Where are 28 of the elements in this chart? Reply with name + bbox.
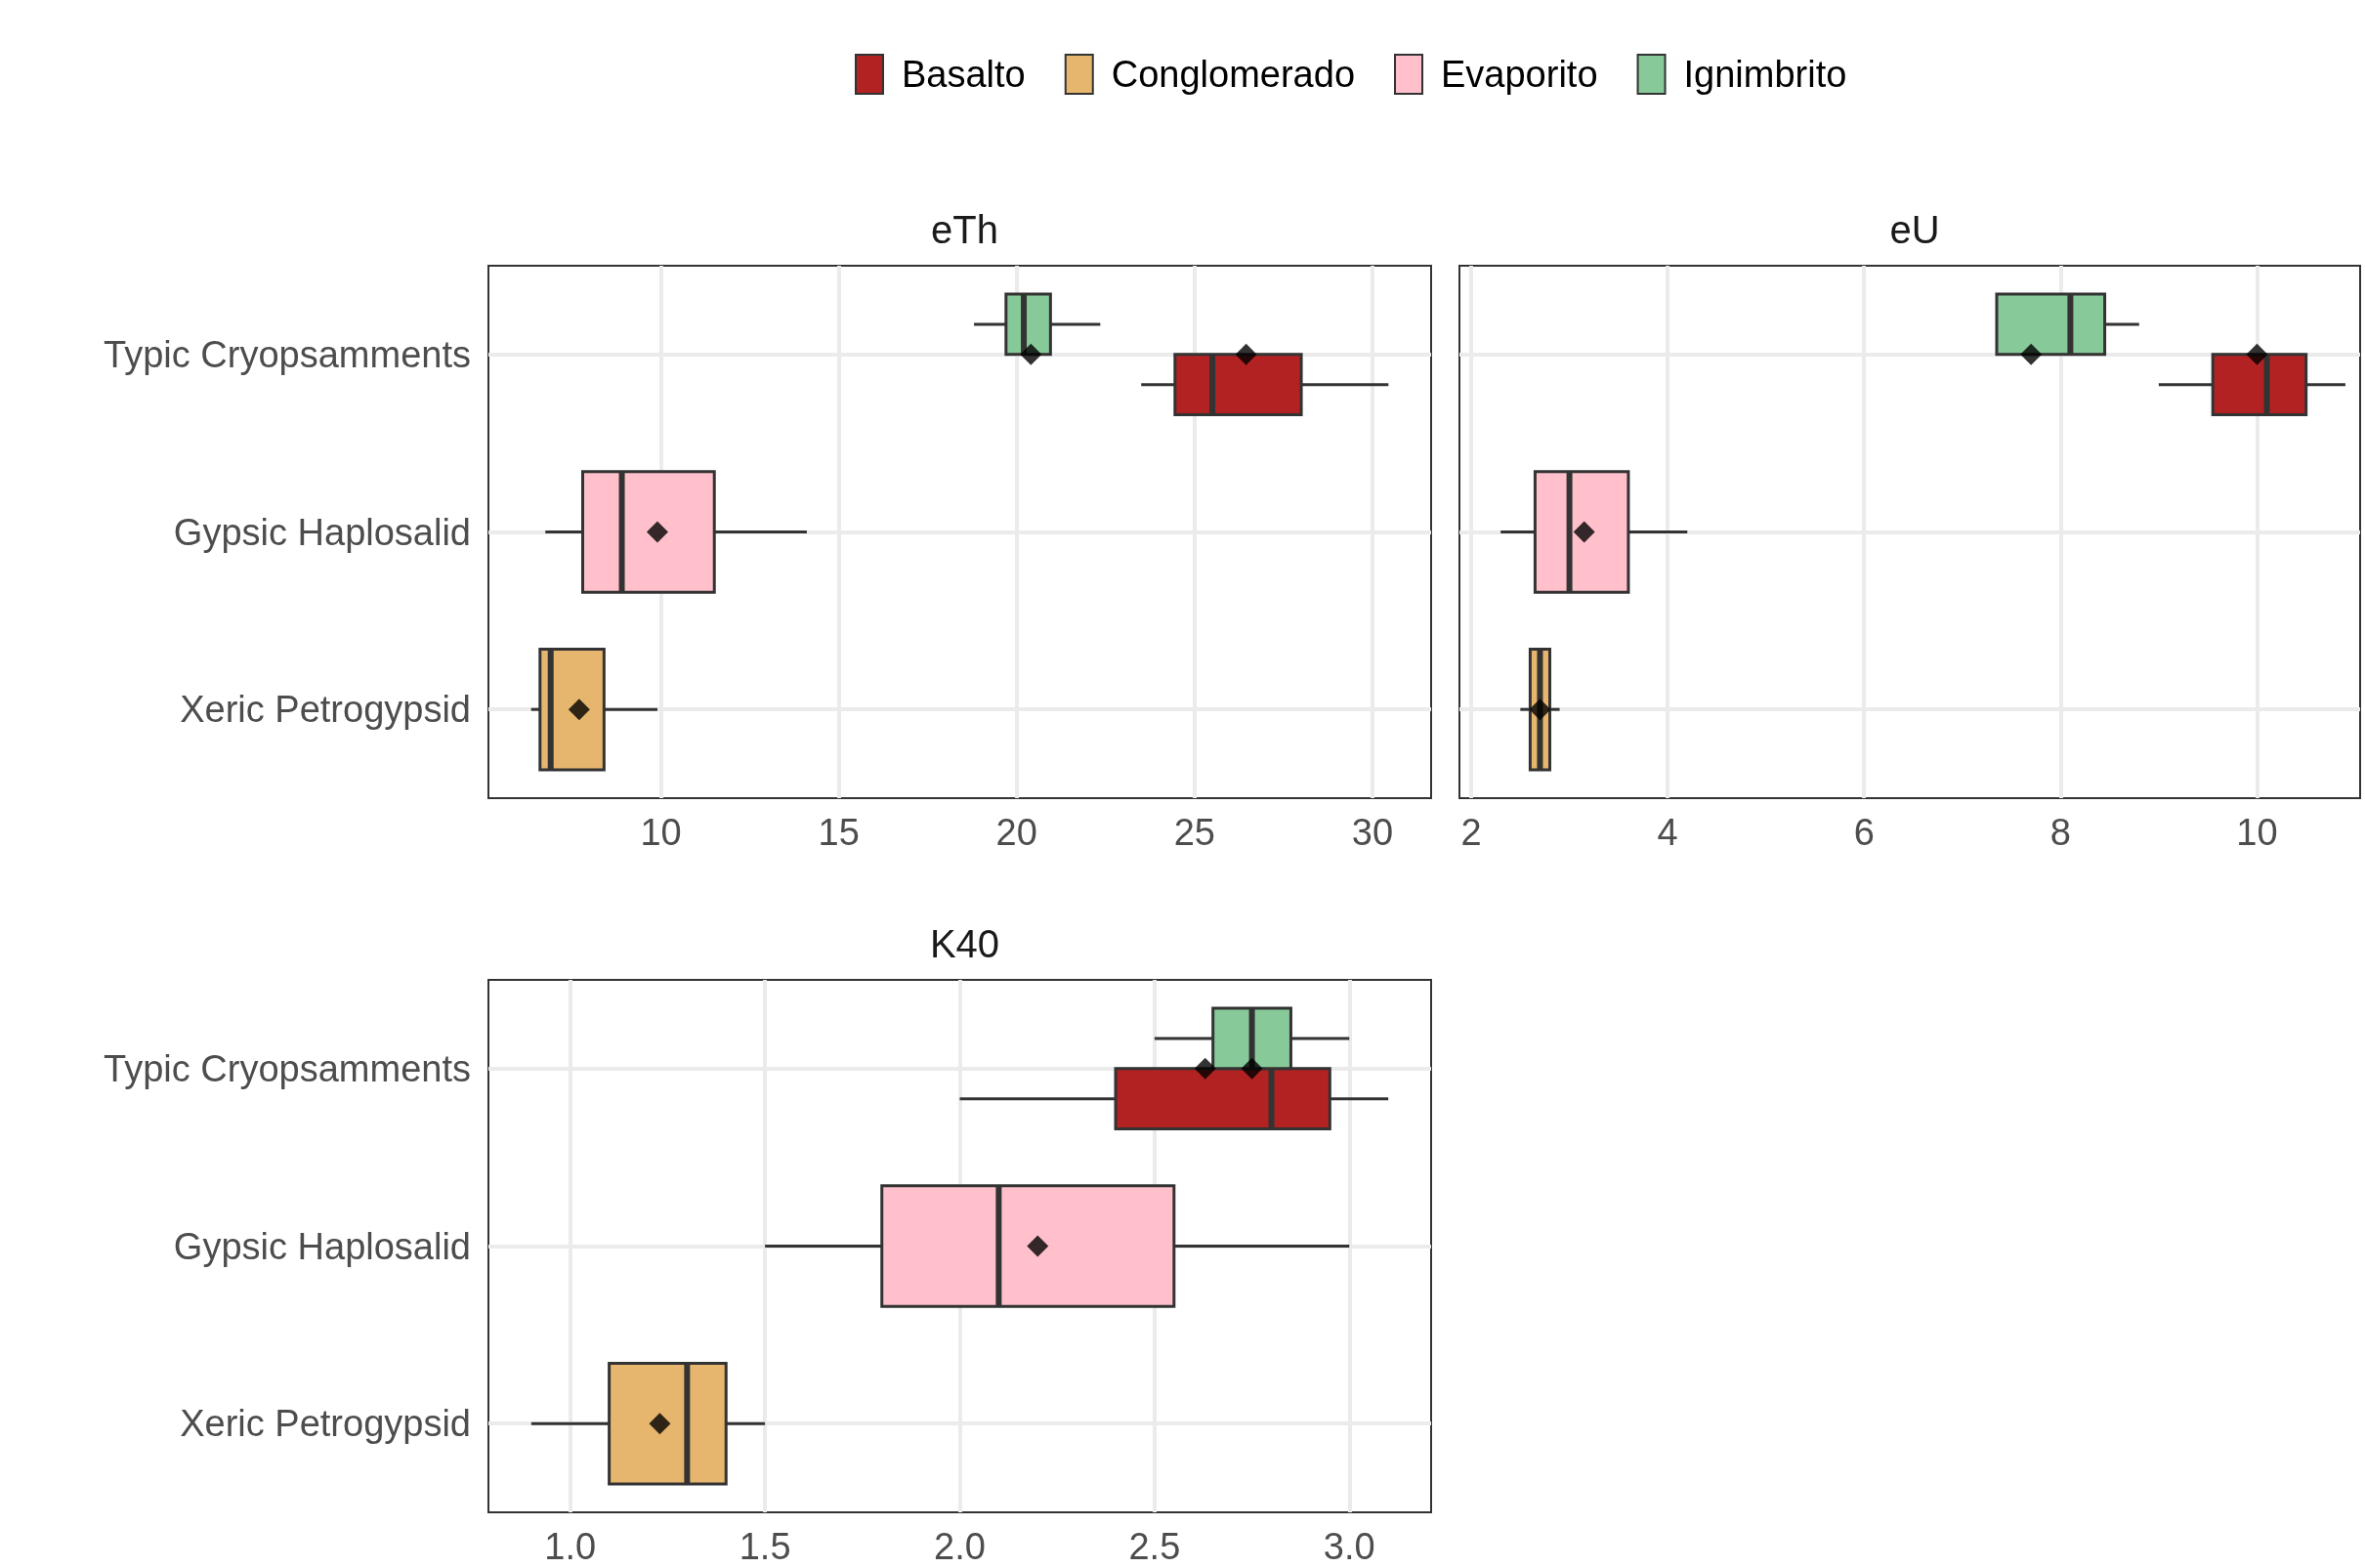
chart-title: eTh [931,208,998,251]
x-tick-label: 1.0 [544,1526,597,1567]
x-tick-label: 2.0 [934,1526,986,1567]
y-tick-label: Typic Cryopsamments [104,1047,471,1089]
x-tick-label: 6 [1853,812,1875,853]
y-tick-label: Gypsic Haplosalid [173,1225,471,1267]
x-tick-label: 2.5 [1128,1526,1181,1567]
y-tick-label: Xeric Petrogypsid [180,689,471,731]
legend-label: Evaporito [1441,54,1598,95]
y-tick-label: Gypsic Haplosalid [173,511,471,553]
legend-label: Ignimbrito [1683,54,1847,95]
chart-title: K40 [929,922,1000,965]
x-tick-label: 15 [818,812,860,853]
x-tick-label: 2 [1460,812,1482,853]
x-tick-label: 20 [995,812,1037,853]
x-tick-label: 30 [1351,812,1394,853]
y-tick-label: Xeric Petrogypsid [180,1403,471,1445]
y-tick-label: Typic Cryopsamments [104,333,471,375]
x-tick-label: 8 [2049,812,2071,853]
x-tick-label: 3.0 [1323,1526,1375,1567]
x-tick-label: 10 [2236,812,2278,853]
x-tick-label: 1.5 [739,1526,791,1567]
chart-title: eU [1889,208,1940,251]
x-tick-label: 4 [1657,812,1678,853]
legend-label: Basalto [902,54,1026,95]
legend-label: Conglomerado [1111,54,1356,95]
x-tick-label: 25 [1173,812,1215,853]
x-tick-label: 10 [640,812,682,853]
